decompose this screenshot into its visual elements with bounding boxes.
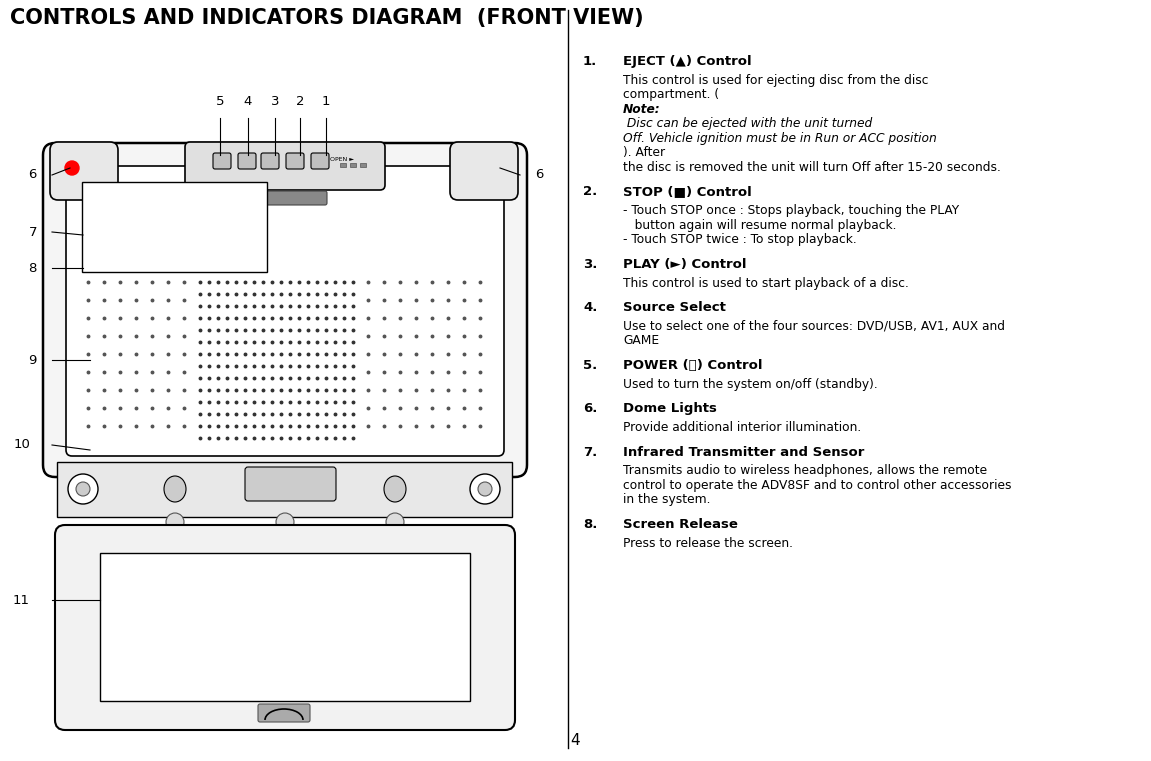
- Text: 2.: 2.: [584, 186, 597, 199]
- FancyBboxPatch shape: [185, 142, 384, 190]
- FancyBboxPatch shape: [245, 467, 336, 501]
- Text: 1.: 1.: [584, 55, 597, 68]
- Text: 6.: 6.: [584, 403, 597, 416]
- Text: 8: 8: [29, 262, 37, 275]
- Text: 3: 3: [270, 95, 280, 108]
- Text: - Touch STOP once : Stops playback, touching the PLAY: - Touch STOP once : Stops playback, touc…: [623, 204, 959, 217]
- Bar: [360, 163, 366, 167]
- Text: button again will resume normal playback.: button again will resume normal playback…: [623, 218, 897, 231]
- Text: - Touch STOP twice : To stop playback.: - Touch STOP twice : To stop playback.: [623, 233, 856, 247]
- Text: 3.: 3.: [584, 258, 597, 271]
- Text: GAME: GAME: [623, 334, 660, 348]
- Text: in the system.: in the system.: [623, 493, 710, 507]
- Text: Disc can be ejected with the unit turned: Disc can be ejected with the unit turned: [623, 117, 872, 130]
- Circle shape: [276, 513, 294, 531]
- Text: EJECT (▲) Control: EJECT (▲) Control: [623, 55, 752, 68]
- Bar: [82, 182, 267, 272]
- Text: Used to turn the system on/off (standby).: Used to turn the system on/off (standby)…: [623, 377, 878, 390]
- Ellipse shape: [163, 476, 186, 502]
- Circle shape: [470, 474, 500, 504]
- FancyBboxPatch shape: [261, 153, 279, 169]
- Circle shape: [386, 513, 404, 531]
- Text: Screen Release: Screen Release: [623, 518, 738, 531]
- Text: 6: 6: [535, 168, 543, 182]
- Text: STOP (■) Control: STOP (■) Control: [623, 186, 752, 199]
- Text: Press to release the screen.: Press to release the screen.: [623, 537, 793, 549]
- Ellipse shape: [384, 476, 406, 502]
- Text: Infrared Transmitter and Sensor: Infrared Transmitter and Sensor: [623, 446, 864, 459]
- Text: 2: 2: [296, 95, 304, 108]
- Circle shape: [68, 474, 98, 504]
- FancyBboxPatch shape: [450, 142, 518, 200]
- Circle shape: [166, 513, 184, 531]
- Text: 4: 4: [244, 95, 252, 108]
- Text: 6: 6: [29, 168, 37, 182]
- FancyBboxPatch shape: [213, 153, 231, 169]
- Bar: [58, 462, 512, 517]
- Text: 11: 11: [13, 594, 30, 607]
- Text: Note:: Note:: [623, 103, 661, 116]
- Text: 10: 10: [13, 438, 30, 451]
- Text: Dome Lights: Dome Lights: [623, 403, 717, 416]
- Text: 1: 1: [322, 95, 330, 108]
- FancyBboxPatch shape: [243, 191, 327, 205]
- FancyBboxPatch shape: [55, 525, 514, 730]
- Text: POWER (⏻) Control: POWER (⏻) Control: [623, 359, 762, 372]
- Text: 5.: 5.: [584, 359, 597, 372]
- Text: 7.: 7.: [584, 446, 597, 459]
- FancyBboxPatch shape: [311, 153, 329, 169]
- Text: 8.: 8.: [584, 518, 597, 531]
- Text: OPEN ►: OPEN ►: [330, 157, 355, 162]
- FancyBboxPatch shape: [43, 143, 527, 477]
- Text: 4.: 4.: [584, 301, 597, 314]
- Circle shape: [478, 482, 491, 496]
- Text: control to operate the ADV8SF and to control other accessories: control to operate the ADV8SF and to con…: [623, 479, 1012, 492]
- Text: 7: 7: [29, 225, 37, 238]
- FancyBboxPatch shape: [258, 704, 310, 722]
- Text: compartment. (: compartment. (: [623, 88, 719, 101]
- Text: This control is used for ejecting disc from the disc: This control is used for ejecting disc f…: [623, 74, 929, 87]
- FancyBboxPatch shape: [66, 166, 504, 456]
- FancyBboxPatch shape: [238, 153, 256, 169]
- Text: 9: 9: [29, 354, 37, 367]
- Bar: [350, 163, 356, 167]
- Text: Transmits audio to wireless headphones, allows the remote: Transmits audio to wireless headphones, …: [623, 464, 988, 477]
- Text: CONTROLS AND INDICATORS DIAGRAM  (FRONT VIEW): CONTROLS AND INDICATORS DIAGRAM (FRONT V…: [10, 8, 643, 28]
- Text: This control is used to start playback of a disc.: This control is used to start playback o…: [623, 276, 909, 289]
- Text: 5: 5: [215, 95, 224, 108]
- Text: Off. Vehicle ignition must be in Run or ACC position: Off. Vehicle ignition must be in Run or …: [623, 132, 937, 145]
- FancyBboxPatch shape: [49, 142, 119, 200]
- Text: Source Select: Source Select: [623, 301, 726, 314]
- Text: Use to select one of the four sources: DVD/USB, AV1, AUX and: Use to select one of the four sources: D…: [623, 320, 1005, 333]
- Circle shape: [76, 482, 90, 496]
- FancyBboxPatch shape: [285, 153, 304, 169]
- Text: ). After: ). After: [623, 146, 665, 159]
- Circle shape: [64, 161, 79, 175]
- Text: PLAY (►) Control: PLAY (►) Control: [623, 258, 747, 271]
- Bar: [340, 163, 346, 167]
- Bar: [100, 553, 470, 701]
- Text: the disc is removed the unit will turn Off after 15-20 seconds.: the disc is removed the unit will turn O…: [623, 161, 1001, 174]
- Text: 4: 4: [571, 733, 580, 748]
- Text: Provide additional interior illumination.: Provide additional interior illumination…: [623, 421, 861, 434]
